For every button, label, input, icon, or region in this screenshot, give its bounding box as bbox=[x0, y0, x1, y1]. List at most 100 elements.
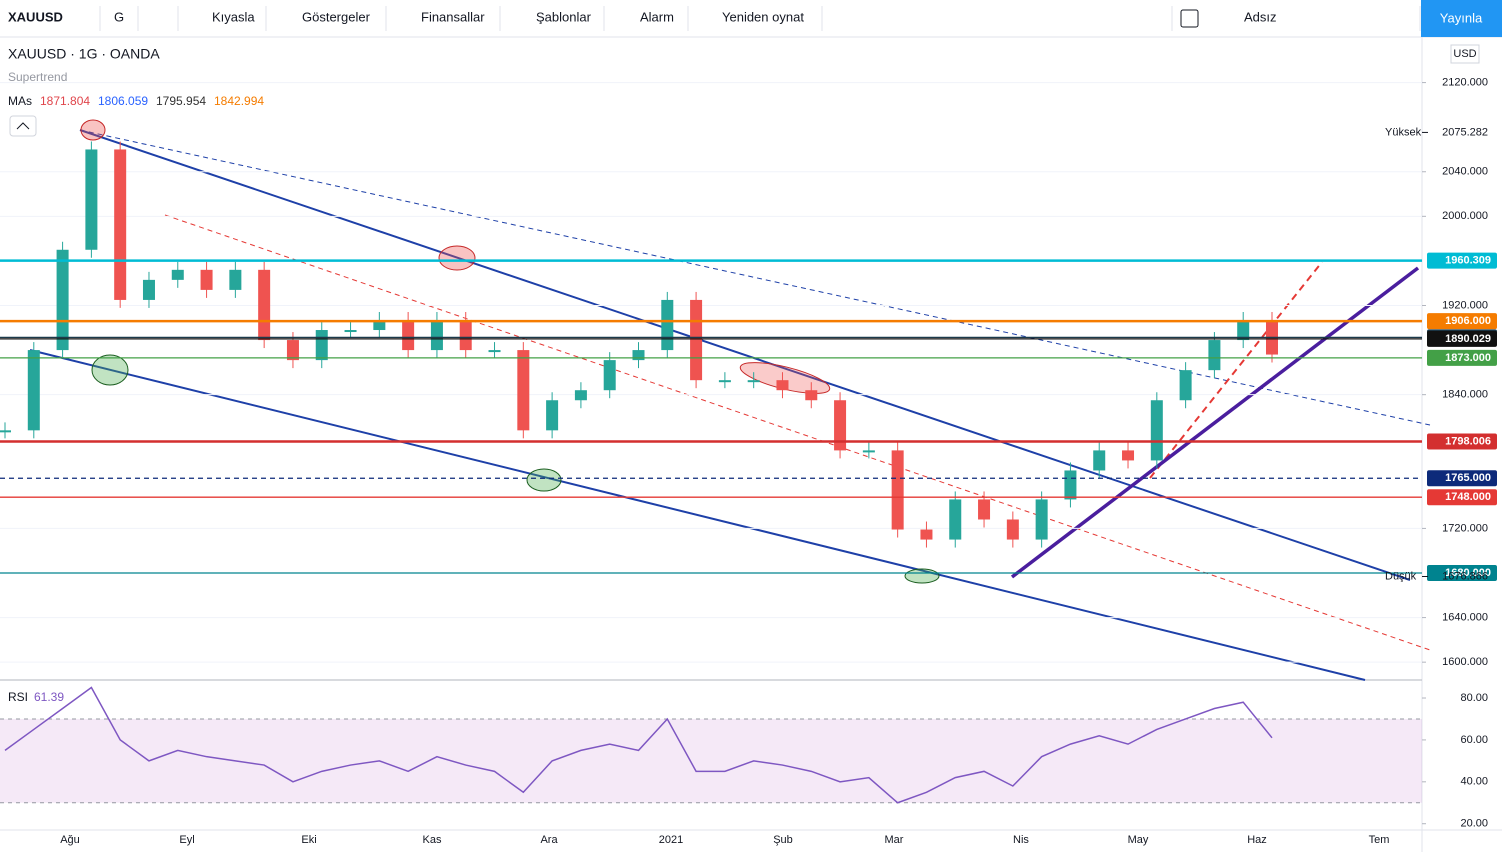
candle-body bbox=[171, 269, 184, 280]
toolbar-item[interactable]: Finansallar bbox=[421, 9, 485, 24]
level-label-bg bbox=[1427, 313, 1497, 330]
low-label: 1676.866 bbox=[1442, 570, 1488, 582]
y-tick-label: 1720.000 bbox=[1442, 522, 1488, 534]
x-tick-label: 2021 bbox=[659, 834, 683, 846]
trendline bbox=[79, 129, 1411, 581]
high-name: Yüksek bbox=[1385, 126, 1422, 138]
candle-body bbox=[430, 319, 443, 351]
candle-body bbox=[142, 279, 155, 300]
currency-box bbox=[1450, 44, 1480, 64]
candle-body bbox=[747, 380, 760, 383]
candle-body bbox=[690, 299, 703, 381]
toolbar-item[interactable]: Yeniden oynat bbox=[722, 9, 804, 24]
candle-body bbox=[891, 450, 904, 530]
candle-body bbox=[603, 360, 616, 391]
marker bbox=[526, 468, 562, 492]
toolbar-item[interactable]: Göstergeler bbox=[302, 9, 371, 24]
candle-body bbox=[1179, 370, 1192, 401]
mas-label: MAs bbox=[8, 94, 32, 108]
toolbar-item[interactable]: Şablonlar bbox=[536, 9, 592, 24]
candle-body bbox=[862, 450, 875, 453]
x-tick-label: Şub bbox=[773, 834, 793, 846]
rsi-band bbox=[0, 718, 1422, 803]
candle-body bbox=[978, 499, 991, 520]
candle-body bbox=[661, 299, 674, 351]
candle-body bbox=[805, 390, 818, 401]
y-tick-label: 2000.000 bbox=[1442, 210, 1488, 222]
x-tick-label: Ara bbox=[540, 834, 558, 846]
y-tick-label: 2040.000 bbox=[1442, 166, 1488, 178]
candle-body bbox=[1122, 450, 1135, 461]
candle-body bbox=[1035, 499, 1048, 540]
rsi-current: 61.39 bbox=[34, 690, 64, 704]
toolbar-item[interactable]: Kıyasla bbox=[212, 9, 255, 24]
candle-body bbox=[718, 380, 731, 383]
candle-body bbox=[0, 430, 11, 433]
select-icon[interactable] bbox=[1180, 9, 1199, 28]
publish-button[interactable] bbox=[1421, 0, 1502, 37]
x-tick-label: Ağu bbox=[60, 834, 80, 846]
candle-body bbox=[85, 149, 98, 250]
x-tick-label: Nis bbox=[1013, 834, 1029, 846]
candle-body bbox=[286, 340, 299, 361]
toolbar-item[interactable]: Alarm bbox=[640, 9, 674, 24]
candle-body bbox=[200, 269, 213, 290]
level-label-bg bbox=[1427, 470, 1497, 487]
y-tick-label: 1640.000 bbox=[1442, 611, 1488, 623]
indicator-name: Supertrend bbox=[8, 70, 67, 84]
candle-body bbox=[920, 529, 933, 540]
marker bbox=[739, 362, 831, 394]
ma-value: 1806.059 bbox=[98, 94, 148, 108]
candle-body bbox=[546, 400, 559, 431]
level-label: 1906.000 bbox=[1445, 315, 1491, 327]
level-label: 1748.000 bbox=[1445, 491, 1491, 503]
level-label: 1960.309 bbox=[1445, 254, 1491, 266]
trendline-dashed bbox=[1149, 261, 1323, 479]
trendline-dashed bbox=[164, 214, 1431, 651]
candle-body bbox=[258, 269, 271, 341]
layout-name[interactable]: Adsız bbox=[1244, 9, 1277, 24]
x-tick-label: Kas bbox=[423, 834, 442, 846]
currency: USD bbox=[1453, 48, 1476, 60]
y-tick-label: 1600.000 bbox=[1442, 656, 1488, 668]
level-label: 1765.000 bbox=[1445, 472, 1491, 484]
y-tick-label: 1840.000 bbox=[1442, 389, 1488, 401]
symbol[interactable]: XAUUSD bbox=[8, 9, 63, 24]
candle-body bbox=[488, 350, 501, 353]
ma-value: 1795.954 bbox=[156, 94, 206, 108]
marker bbox=[904, 568, 940, 584]
low-name: Düşük bbox=[1385, 570, 1417, 582]
candle-body bbox=[1006, 519, 1019, 540]
candle-body bbox=[1150, 400, 1163, 461]
level-label-bg bbox=[1427, 330, 1497, 347]
x-tick-label: Haz bbox=[1247, 834, 1267, 846]
candle-body bbox=[402, 319, 415, 351]
level-label-bg bbox=[1427, 489, 1497, 506]
rsi-tick-label: 80.00 bbox=[1460, 692, 1488, 704]
ma-value: 1842.994 bbox=[214, 94, 264, 108]
candle-body bbox=[1064, 470, 1077, 500]
candle-body bbox=[1093, 450, 1106, 471]
legend-title: XAUUSD · 1G · OANDA bbox=[8, 46, 160, 62]
candle-body bbox=[632, 350, 645, 361]
candle-body bbox=[574, 390, 587, 401]
level-label-bg bbox=[1427, 565, 1497, 581]
marker bbox=[438, 245, 476, 271]
y-tick-label: 2120.000 bbox=[1442, 76, 1488, 88]
rsi-name: RSI bbox=[8, 690, 28, 704]
collapse-button[interactable] bbox=[9, 115, 37, 137]
candle-body bbox=[517, 350, 530, 431]
candle-body bbox=[776, 380, 789, 391]
y-tick-label: 1920.000 bbox=[1442, 299, 1488, 311]
marker bbox=[91, 354, 129, 386]
interval[interactable]: G bbox=[114, 9, 124, 24]
x-tick-label: May bbox=[1128, 834, 1149, 846]
publish-label[interactable]: Yayınla bbox=[1440, 10, 1483, 25]
x-tick-label: Eyl bbox=[179, 834, 194, 846]
candle-body bbox=[1237, 319, 1250, 341]
candle-body bbox=[344, 330, 357, 333]
candle-body bbox=[229, 269, 242, 290]
candle-body bbox=[834, 400, 847, 451]
x-tick-label: Tem bbox=[1369, 834, 1390, 846]
